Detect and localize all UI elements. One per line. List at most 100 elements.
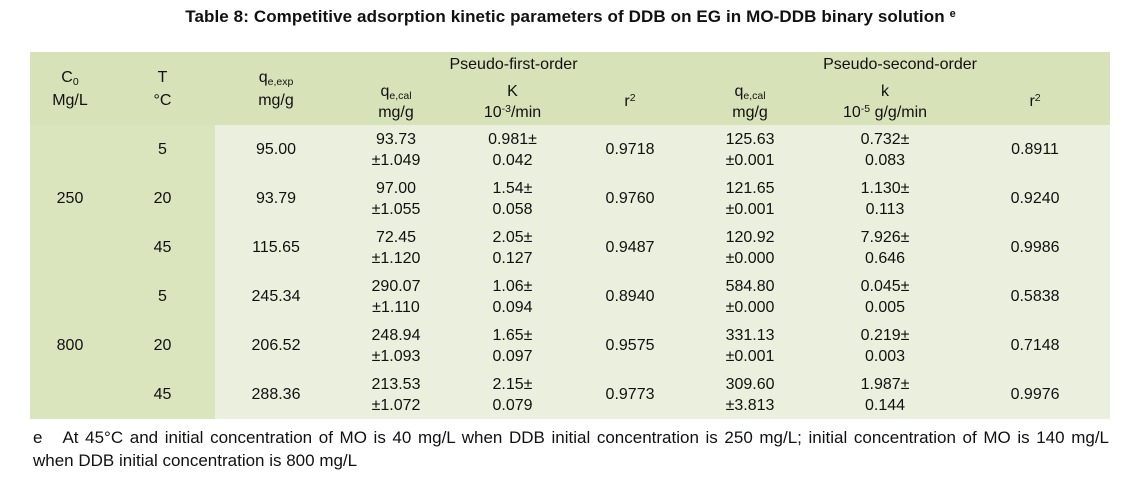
pso-k-symbol: k <box>881 82 890 100</box>
pso-qecal-cell: 125.63 ±0.001 <box>690 125 811 174</box>
kinetics-table: C0 Mg/L T °C qe,exp mg/g Pseudo-first-or… <box>30 52 1111 419</box>
pso-qecal-cell: 309.60 ±3.813 <box>690 370 811 419</box>
table-title: Table 8: Competitive adsorption kinetic … <box>0 7 1141 27</box>
t-cell: 5 <box>110 125 215 174</box>
t-cell: 20 <box>110 321 215 370</box>
t-cell: 45 <box>110 223 215 272</box>
pso-r2-cell: 0.8911 <box>960 125 1111 174</box>
c0-symbol: C <box>61 68 73 86</box>
table-row: 45 288.36 213.53 ±1.072 2.15± 0.079 0.9773… <box>30 370 1111 419</box>
pso-r2-cell: 0.9976 <box>960 370 1111 419</box>
pfo-k-unit-base: 10 <box>483 103 502 121</box>
qe-exp-cell: 206.52 <box>215 321 337 370</box>
header-pfo-r2: r2 <box>570 78 691 125</box>
pso-qecal-unit: mg/g <box>732 103 768 121</box>
pso-r2-cell: 0.9986 <box>960 223 1111 272</box>
pso-k-unit-base: 10 <box>843 103 861 121</box>
table-row: 20 93.79 97.00 ±1.055 1.54± 0.058 0.9760 1… <box>30 174 1111 223</box>
pso-k-unit-exponent: -5 <box>860 102 871 115</box>
pfo-k-cell: 2.15± 0.079 <box>455 370 570 419</box>
pfo-r2-cell: 0.9718 <box>570 125 691 174</box>
header-qe-exp: qe,exp mg/g <box>215 52 337 125</box>
header-pfo-qe-cal: qe,cal mg/g <box>337 78 455 125</box>
pso-qecal-cell: 331.13 ±0.001 <box>690 321 811 370</box>
table-row: 800 5 245.34 290.07 ±1.110 1.06± 0.094 0.8… <box>30 272 1111 419</box>
t-unit: °C <box>153 91 172 109</box>
pfo-k-cell: 1.54± 0.058 <box>455 174 570 223</box>
t-cell: 5 <box>110 272 215 321</box>
pso-r2-cell: 0.9240 <box>960 174 1111 223</box>
qe-exp-symbol: q <box>258 68 268 86</box>
qe-exp-cell: 93.79 <box>215 174 337 223</box>
pfo-k-unit-rest: /min <box>510 103 542 121</box>
pso-qecal-symbol: q <box>734 82 744 100</box>
pso-k-cell: 1.987± 0.144 <box>810 370 961 419</box>
qe-exp-cell: 115.65 <box>215 223 337 272</box>
pso-r2-symbol: r <box>1029 92 1035 110</box>
c0-unit: Mg/L <box>52 91 88 109</box>
t-cell: 20 <box>110 174 215 223</box>
pso-k-cell: 0.045± 0.005 <box>810 272 961 321</box>
pfo-r2-symbol: r <box>624 92 630 110</box>
c0-group-cell: 250 <box>30 125 110 272</box>
footnote-text: At 45°C and initial concentration of MO … <box>33 428 1109 470</box>
pso-r2-cell: 0.5838 <box>960 272 1111 321</box>
pfo-r2-cell: 0.9760 <box>570 174 691 223</box>
pso-k-cell: 7.926± 0.646 <box>810 223 961 272</box>
t-symbol: T <box>157 68 168 86</box>
qe-exp-subscript: e,exp <box>267 75 294 88</box>
header-temperature: T °C <box>110 52 215 125</box>
header-pseudo-first-order: Pseudo-first-order <box>337 52 691 78</box>
qe-exp-cell: 245.34 <box>215 272 337 321</box>
qe-exp-unit: mg/g <box>258 91 294 109</box>
pso-r2-cell: 0.7148 <box>960 321 1111 370</box>
pso-qecal-cell: 121.65 ±0.001 <box>690 174 811 223</box>
table-row: 250 5 95.00 93.73 ±1.049 0.981± 0.042 0.97… <box>30 125 1111 272</box>
pfo-qecal-subscript: e,cal <box>389 89 412 102</box>
pfo-qecal-cell: 290.07 ±1.110 <box>337 272 455 321</box>
c0-group-cell: 800 <box>30 272 110 419</box>
pfo-k-symbol: K <box>507 82 518 100</box>
qe-exp-cell: 95.00 <box>215 125 337 174</box>
table-title-text: Table 8: Competitive adsorption kinetic … <box>185 7 945 26</box>
pfo-k-unit-exponent: -3 <box>501 102 511 115</box>
pso-k-cell: 0.732± 0.083 <box>810 125 961 174</box>
pfo-r2-cell: 0.8940 <box>570 272 691 321</box>
pfo-qecal-unit: mg/g <box>378 103 414 121</box>
pfo-qecal-cell: 248.94 ±1.093 <box>337 321 455 370</box>
pfo-k-cell: 1.06± 0.094 <box>455 272 570 321</box>
pfo-qecal-cell: 213.53 ±1.072 <box>337 370 455 419</box>
pfo-r2-cell: 0.9487 <box>570 223 691 272</box>
pso-r2-exponent: 2 <box>1034 91 1041 104</box>
pfo-qecal-cell: 72.45 ±1.120 <box>337 223 455 272</box>
pfo-k-cell: 0.981± 0.042 <box>455 125 570 174</box>
qe-exp-cell: 288.36 <box>215 370 337 419</box>
pso-k-cell: 0.219± 0.003 <box>810 321 961 370</box>
table-row: 45 115.65 72.45 ±1.120 2.05± 0.127 0.9487 … <box>30 223 1111 272</box>
header-c0: C0 Mg/L <box>30 52 110 125</box>
c0-subscript: 0 <box>72 75 79 88</box>
pso-qecal-cell: 120.92 ±0.000 <box>690 223 811 272</box>
pfo-r2-cell: 0.9773 <box>570 370 691 419</box>
pfo-r2-exponent: 2 <box>629 91 636 104</box>
t-cell: 45 <box>110 370 215 419</box>
header-pseudo-second-order: Pseudo-second-order <box>690 52 1111 78</box>
footnote-marker: e <box>33 428 43 447</box>
table-title-footnote-ref: e <box>949 8 956 20</box>
pfo-k-cell: 1.65± 0.097 <box>455 321 570 370</box>
table-row: 20 206.52 248.94 ±1.093 1.65± 0.097 0.9575… <box>30 321 1111 370</box>
header-pfo-k: K 10-3/min <box>455 78 570 125</box>
pso-qecal-cell: 584.80 ±0.000 <box>690 272 811 321</box>
pfo-r2-cell: 0.9575 <box>570 321 691 370</box>
table-footnote: e At 45°C and initial concentration of MO… <box>33 426 1109 472</box>
pfo-k-cell: 2.05± 0.127 <box>455 223 570 272</box>
pso-k-unit-rest: g/g/min <box>870 103 928 121</box>
pso-qecal-subscript: e,cal <box>743 89 766 102</box>
pso-k-cell: 1.130± 0.113 <box>810 174 961 223</box>
header-pso-k: k 10-5 g/g/min <box>810 78 961 125</box>
header-pso-r2: r2 <box>960 78 1111 125</box>
header-pso-qe-cal: qe,cal mg/g <box>690 78 811 125</box>
pfo-qecal-cell: 93.73 ±1.049 <box>337 125 455 174</box>
pfo-qecal-symbol: q <box>380 82 390 100</box>
pfo-qecal-cell: 97.00 ±1.055 <box>337 174 455 223</box>
